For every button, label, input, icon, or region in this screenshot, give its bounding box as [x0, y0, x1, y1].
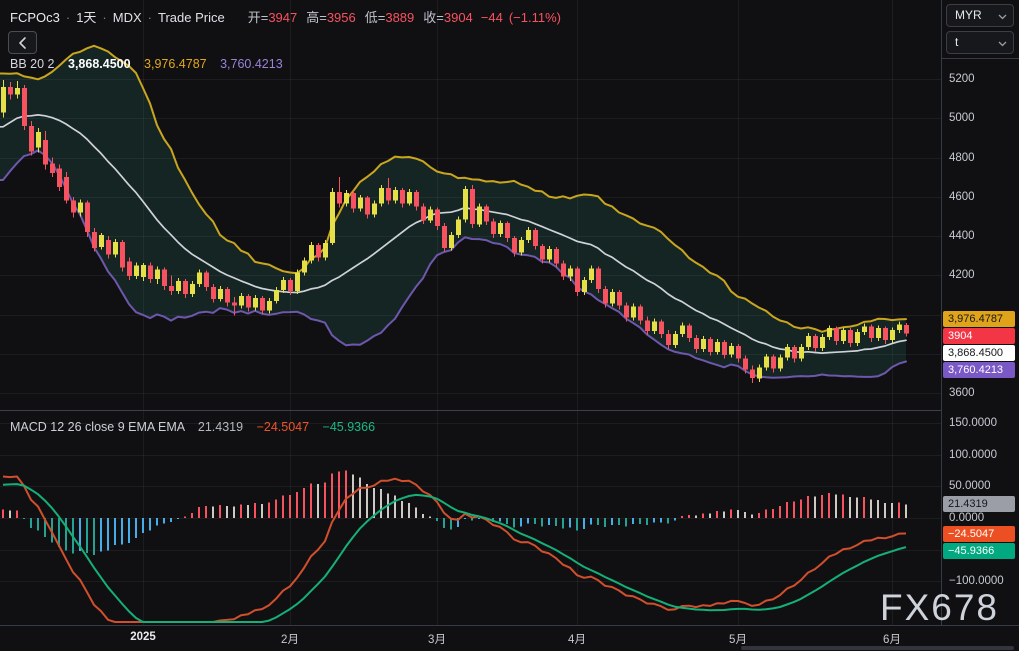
- bb-basis-value: 3,868.4500: [68, 57, 131, 71]
- price-type-label: Trade Price: [158, 10, 225, 25]
- macd-axis-tick: 0.0000: [949, 512, 985, 524]
- axis-divider: [942, 58, 1019, 59]
- high-label: 高=: [306, 10, 327, 25]
- symbol-header: FCPOc3 · 1天 · MDX · Trade Price 开=3947 高=3956 低=3…: [10, 7, 561, 26]
- macd-histogram-value: 21.4319: [197, 420, 244, 434]
- separator: ·: [102, 10, 107, 25]
- axis-label-bb-lower: 3,760.4213: [943, 362, 1015, 379]
- bb-upper-value: 3,976.4787: [144, 57, 207, 71]
- axis-label-macd: −24.5047: [943, 525, 1015, 542]
- axis-label-bb-upper: 3,976.4787: [943, 311, 1015, 328]
- bb-lower-value: 3,760.4213: [220, 57, 283, 71]
- macd-legend: MACD 12 26 close 9 EMA EMA 21.4319 −24.5…: [10, 420, 375, 434]
- currency-value: MYR: [955, 8, 982, 22]
- time-axis[interactable]: 2025 2月 3月 4月 5月 6月: [0, 625, 1019, 651]
- separator: ·: [147, 10, 152, 25]
- price-axis-tick: 4200: [949, 269, 975, 282]
- price-axis-tick: 4800: [949, 151, 975, 164]
- low-label: 低=: [364, 10, 386, 25]
- axis-label-signal: −45.9366: [943, 542, 1015, 559]
- unit-select[interactable]: t: [946, 31, 1014, 54]
- high-value: 3956: [326, 10, 356, 25]
- open-label: 开=: [247, 10, 269, 25]
- price-axis-tick: 5000: [949, 112, 975, 125]
- time-axis-tick: 3月: [428, 634, 446, 646]
- axis-label-last-price: 3904: [943, 328, 1015, 345]
- open-value: 3947: [268, 10, 298, 25]
- time-axis-tick: 2025: [130, 631, 156, 643]
- close-label: 收=: [423, 10, 444, 25]
- close-value: 3904: [443, 10, 473, 25]
- bb-params: 20 2: [30, 57, 55, 71]
- macd-axis-tick: 150.0000: [949, 417, 997, 430]
- time-axis-tick: 6月: [883, 634, 901, 646]
- chevron-left-icon: [16, 35, 30, 51]
- macd-axis-tick: 100.0000: [949, 448, 997, 461]
- chart-canvas[interactable]: [0, 0, 941, 651]
- separator: ·: [65, 10, 71, 25]
- back-button[interactable]: [8, 31, 37, 54]
- bb-legend: BB 20 2 3,868.4500 3,976.4787 3,760.4213: [10, 57, 283, 71]
- axis-label-bb-basis: 3,868.4500: [943, 345, 1015, 362]
- macd-name: MACD: [10, 420, 47, 434]
- low-value: 3889: [385, 10, 415, 25]
- interval-label[interactable]: 1天: [76, 10, 97, 25]
- macd-axis-tick: 50.0000: [949, 480, 991, 493]
- currency-select[interactable]: MYR: [946, 4, 1014, 27]
- change-value: −44: [480, 10, 503, 25]
- ohlc-readout: 开=3947 高=3956 低=3889 收=3904 −44 (−1.11%): [239, 10, 561, 25]
- macd-params: 12 26 close 9 EMA EMA: [50, 420, 185, 434]
- time-axis-tick: 4月: [568, 634, 586, 646]
- axis-label-histogram: 21.4319: [943, 496, 1015, 513]
- exchange-label: MDX: [112, 10, 142, 25]
- macd-line-value: −24.5047: [256, 420, 310, 434]
- bb-name: BB: [10, 57, 27, 71]
- price-axis-tick: 5200: [949, 73, 975, 85]
- price-axis-tick: 4400: [949, 230, 975, 242]
- time-axis-tick: 2月: [281, 634, 299, 646]
- price-axis[interactable]: MYR t 5200 5000 4800 4600 4400 4200 3600 150.00…: [941, 0, 1019, 651]
- unit-value: t: [955, 35, 959, 49]
- macd-axis-tick: −100.0000: [949, 575, 1004, 588]
- symbol-name[interactable]: FCPOc3: [10, 10, 60, 25]
- change-percent: (−1.11%): [508, 10, 561, 25]
- time-axis-tick: 5月: [729, 634, 747, 646]
- horizontal-scrollbar[interactable]: [741, 646, 1014, 650]
- price-axis-tick: 3600: [949, 387, 975, 399]
- price-axis-tick: 4600: [949, 190, 975, 203]
- macd-signal-value: −45.9366: [322, 420, 376, 434]
